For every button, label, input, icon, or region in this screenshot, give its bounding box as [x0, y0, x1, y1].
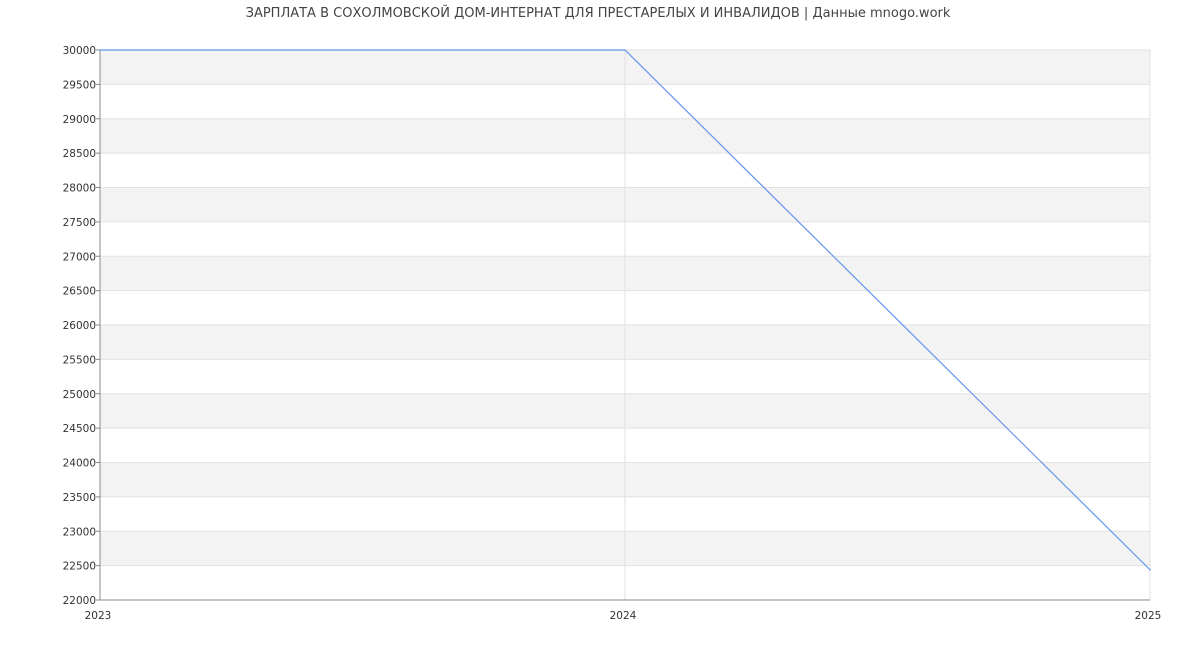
data-point: [1149, 568, 1151, 571]
y-tick-label: 29000: [63, 114, 96, 126]
y-tick-label: 27500: [63, 217, 96, 229]
y-tick-label: 23500: [63, 492, 96, 504]
x-tick-label: 2023: [85, 610, 112, 622]
y-tick-label: 28000: [63, 183, 96, 195]
y-tick-label: 25000: [63, 389, 96, 401]
y-tick-label: 24000: [63, 458, 96, 470]
y-tick-label: 26000: [63, 320, 96, 332]
y-tick-label: 26500: [63, 286, 96, 298]
y-tick-label: 29500: [63, 79, 96, 91]
y-tick-label: 22000: [63, 595, 96, 607]
x-tick-label: 2024: [610, 610, 637, 622]
y-tick-label: 24500: [63, 423, 96, 435]
chart-title: ЗАРПЛАТА В СОХОЛМОВСКОЙ ДОМ-ИНТЕРНАТ ДЛЯ…: [245, 6, 951, 21]
x-tick-label: 2025: [1135, 610, 1162, 622]
y-tick-label: 22500: [63, 561, 96, 573]
y-tick-label: 27000: [63, 251, 96, 263]
data-point: [99, 49, 101, 51]
y-tick-label: 25500: [63, 354, 96, 366]
data-point: [624, 49, 626, 51]
y-tick-label: 23000: [63, 526, 96, 538]
y-tick-label: 30000: [63, 45, 96, 57]
y-tick-label: 28500: [63, 148, 96, 160]
